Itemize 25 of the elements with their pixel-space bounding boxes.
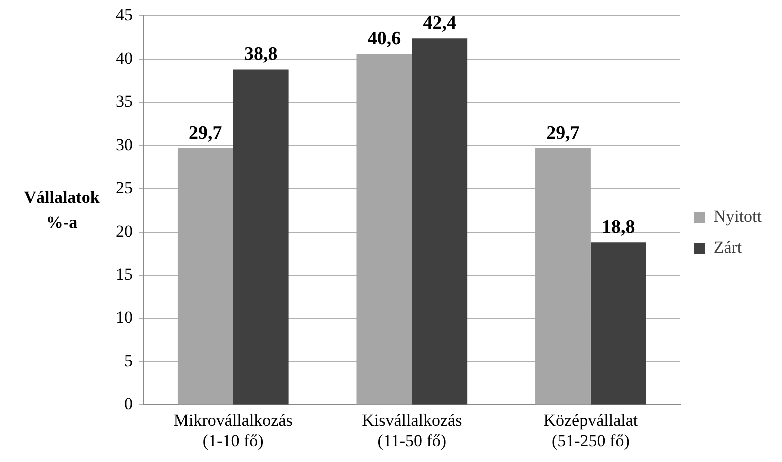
y-axis-title: Vállalatok %-a: [24, 188, 100, 232]
bar: [233, 70, 289, 405]
legend-label: Nyitott: [714, 206, 762, 226]
data-label: 29,7: [546, 122, 580, 144]
data-label: 42,4: [423, 13, 457, 34]
data-label: 18,8: [602, 217, 636, 238]
y-tick-label: 15: [116, 265, 133, 284]
data-label: 40,6: [368, 28, 402, 50]
y-tick-label: 35: [116, 92, 133, 112]
y-tick-label: 45: [116, 6, 133, 25]
y-tick-label: 0: [124, 394, 133, 414]
y-tick-label: 25: [116, 178, 133, 198]
y-tick-label: 30: [116, 135, 133, 154]
bar: [412, 38, 468, 405]
legend-label: Zárt: [714, 238, 742, 257]
y-tick-label: 20: [116, 222, 133, 241]
y-tick-label: 5: [124, 351, 133, 370]
data-label: 29,7: [189, 122, 223, 144]
y-tick-label: 40: [116, 48, 133, 68]
x-tick-label: Kisvállalkozás (11-50 fő): [362, 410, 462, 450]
data-label: 38,8: [244, 44, 278, 66]
x-tick-label: Középvállalat (51-250 fő): [544, 410, 638, 450]
bar: [590, 242, 646, 405]
x-tick-label: Mikrovállalkozás (1-10 fő): [174, 410, 293, 450]
y-tick-label: 10: [116, 308, 133, 328]
